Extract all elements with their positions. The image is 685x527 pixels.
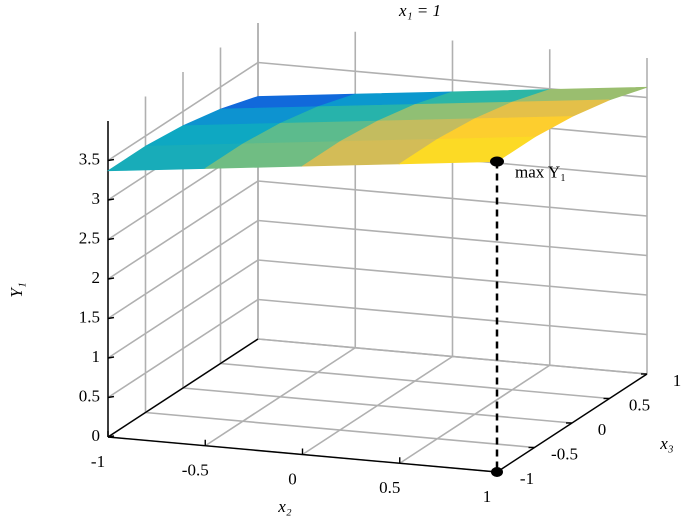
x-tick-label: 0 [288, 469, 297, 488]
z-tick-label: 3.5 [79, 149, 100, 168]
grid-line [257, 338, 648, 375]
z-tick-label: 1 [92, 347, 101, 366]
z-tick [107, 356, 115, 359]
z-tick-label: 0 [92, 426, 101, 445]
grid-line [107, 180, 259, 280]
x-axis-label: x₂ [277, 497, 292, 516]
max-floor-point [491, 467, 503, 477]
grid-line [107, 298, 259, 399]
grid-line [182, 387, 573, 424]
x-tick-label: -0.5 [182, 461, 209, 480]
y-tick-label: -1 [520, 469, 534, 488]
z-tick-label: 1.5 [79, 307, 100, 326]
grid-line [145, 411, 535, 449]
chart-title: x₁ = 1 [398, 1, 441, 20]
y-tick-label: 0.5 [629, 395, 650, 414]
y-tick-label: 0 [598, 420, 607, 439]
z-tick [107, 158, 115, 162]
z-tick [107, 198, 115, 201]
x-tick-label: 0.5 [379, 478, 400, 497]
z-tick-label: 3 [92, 189, 101, 208]
x-tick-label: -1 [91, 452, 105, 471]
grid-line [107, 61, 259, 162]
z-tick [107, 237, 115, 241]
surface-cell [398, 136, 536, 165]
y-tick-label: 1 [673, 371, 682, 390]
grid-line [220, 362, 610, 400]
z-tick [107, 435, 115, 438]
y-axis-label: x₃ [659, 434, 674, 453]
z-axis-label: Y₁ [7, 282, 26, 297]
x-tick-label: 1 [483, 487, 492, 506]
z-tick [107, 395, 115, 399]
grid-line [257, 219, 648, 257]
z-tick-label: 2 [92, 268, 101, 287]
max-annotation: max Y₁ [515, 162, 566, 181]
z-tick-label: 0.5 [79, 386, 100, 405]
z-tick-label: 2.5 [79, 228, 100, 247]
grid-line [257, 259, 648, 296]
max-point [490, 156, 504, 167]
z-tick [107, 316, 115, 320]
grid-line [107, 259, 259, 359]
y-tick-label: -0.5 [551, 444, 578, 463]
grid-line [107, 219, 259, 320]
axis-edge [107, 338, 259, 438]
grid-line [257, 298, 648, 336]
grid-line [257, 180, 648, 217]
z-tick [107, 277, 115, 280]
